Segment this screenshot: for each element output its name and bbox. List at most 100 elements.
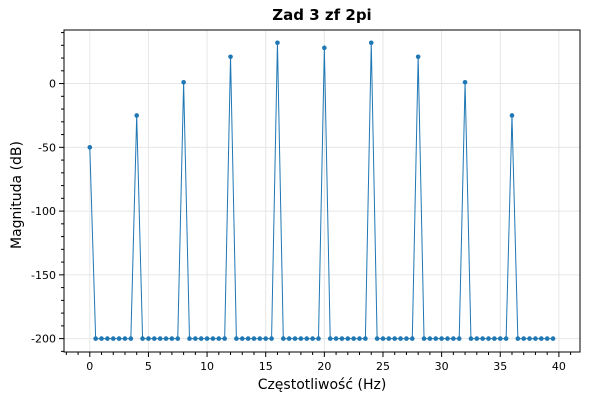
x-tick-label: 0 — [86, 360, 93, 373]
data-point — [152, 336, 157, 341]
x-tick-label: 20 — [317, 360, 331, 373]
data-point — [298, 336, 304, 341]
y-tick-label: -200 — [31, 333, 56, 346]
data-point — [193, 336, 198, 341]
data-point — [269, 336, 274, 341]
data-point — [263, 336, 269, 341]
y-tick-label: 0 — [49, 78, 56, 91]
data-point — [245, 336, 251, 341]
data-point — [204, 336, 210, 341]
data-point — [281, 336, 286, 341]
data-point — [275, 40, 280, 46]
x-tick-label: 5 — [145, 360, 152, 373]
data-point — [128, 336, 134, 341]
data-point — [539, 336, 544, 341]
data-point — [380, 336, 386, 341]
data-point — [239, 336, 245, 341]
data-point — [368, 40, 374, 46]
data-point — [169, 336, 175, 341]
data-point — [163, 336, 169, 341]
data-point — [134, 113, 140, 118]
data-point — [181, 79, 186, 85]
y-tick-label: -100 — [31, 205, 56, 218]
plot-frame — [63, 29, 581, 353]
data-point — [93, 336, 98, 341]
data-point — [257, 336, 263, 341]
y-tick-label: -150 — [31, 269, 56, 282]
x-tick-label: 25 — [376, 360, 390, 373]
data-point — [345, 336, 351, 341]
data-point — [140, 336, 145, 341]
data-point — [462, 79, 468, 85]
data-point — [228, 54, 233, 60]
data-point — [304, 336, 310, 341]
data-point — [310, 336, 315, 341]
data-point — [415, 54, 421, 60]
data-point — [439, 336, 444, 341]
data-point — [386, 336, 392, 341]
data-point — [509, 113, 515, 118]
data-point — [550, 336, 556, 341]
data-point — [421, 336, 427, 341]
data-point — [486, 336, 491, 341]
data-point — [533, 336, 538, 341]
data-point — [544, 336, 550, 341]
x-tick-label: 30 — [435, 360, 449, 373]
data-point — [480, 336, 485, 341]
data-point — [87, 145, 93, 150]
data-point — [146, 336, 151, 341]
data-point — [351, 336, 356, 341]
axes: 0 5 10 15 20 25 30 35 40 0 -50 -100 -150 -200 — [31, 29, 581, 373]
data-point — [357, 336, 362, 341]
data-point — [433, 336, 439, 341]
data-point — [234, 336, 239, 341]
data-point — [445, 336, 450, 341]
x-tick-label: 15 — [259, 360, 273, 373]
y-axis-label: Magnituda (dB) — [9, 141, 25, 249]
data-point — [497, 336, 503, 341]
data-point — [515, 336, 521, 341]
x-tick-label: 10 — [200, 360, 214, 373]
data-point — [392, 336, 398, 341]
data-point — [322, 45, 327, 51]
chart-title: Zad 3 zf 2pi — [272, 6, 371, 24]
data-point — [198, 336, 204, 341]
data-point — [427, 336, 433, 341]
data-point — [339, 336, 345, 341]
x-tick-label: 35 — [493, 360, 507, 373]
data-point — [222, 336, 227, 341]
data-point — [216, 336, 222, 341]
data-point — [374, 336, 380, 341]
data-point — [527, 336, 532, 341]
data-point — [404, 336, 409, 341]
data-point — [99, 336, 104, 341]
data-point — [333, 336, 339, 341]
data-point — [503, 336, 509, 341]
data-point — [327, 336, 333, 341]
data-point — [410, 336, 415, 341]
data-point — [110, 336, 116, 341]
plot-area — [87, 40, 556, 341]
data-point — [286, 336, 292, 341]
data-point — [456, 336, 462, 341]
data-point — [316, 336, 321, 341]
data-point — [492, 336, 497, 341]
data-point — [122, 336, 128, 341]
data-point — [187, 336, 192, 341]
data-point — [451, 336, 456, 341]
data-point — [251, 336, 257, 341]
data-point — [521, 336, 527, 341]
data-point — [474, 336, 480, 341]
data-point — [105, 336, 110, 341]
data-point — [175, 336, 181, 341]
series-line — [89, 42, 554, 340]
x-axis-label: Częstotliwość (Hz) — [258, 377, 387, 393]
data-point — [210, 336, 216, 341]
y-tick-label: -50 — [38, 141, 56, 154]
x-tick-label: 40 — [552, 360, 566, 373]
data-point — [363, 336, 368, 341]
data-point — [398, 336, 403, 341]
data-point — [468, 336, 474, 341]
data-point — [116, 336, 122, 341]
